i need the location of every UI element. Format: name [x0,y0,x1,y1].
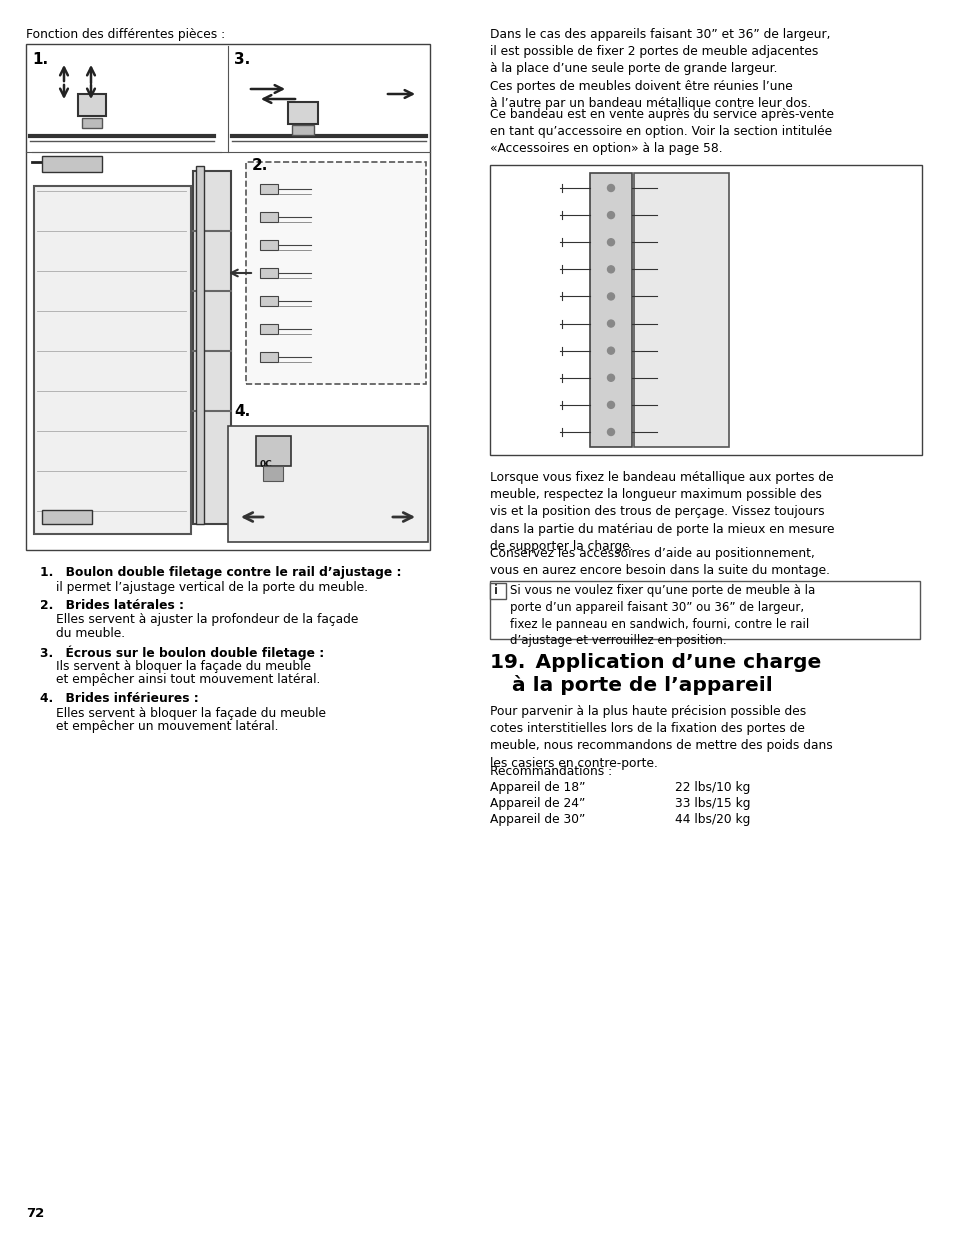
Text: 3. Écrous sur le boulon double filetage :: 3. Écrous sur le boulon double filetage … [40,646,324,659]
Text: 3.: 3. [233,52,250,67]
Text: Elles servent à ajuster la profondeur de la façade: Elles servent à ajuster la profondeur de… [56,614,358,626]
Text: Conservez les accessoires d’aide au positionnement,
vous en aurez encore besoin : Conservez les accessoires d’aide au posi… [490,547,829,577]
Text: Ce bandeau est en vente auprès du service après-vente
en tant qu’accessoire en o: Ce bandeau est en vente auprès du servic… [490,107,833,156]
Bar [42,510,91,524]
Bar [288,103,317,124]
Text: Recommandations :: Recommandations : [490,764,612,778]
Text: 72: 72 [26,1207,44,1220]
Bar [260,268,277,278]
Text: et empêcher ainsi tout mouvement latéral.: et empêcher ainsi tout mouvement latéral… [56,673,320,687]
Text: Dans le cas des appareils faisant 30” et 36” de largeur,
il est possible de fixe: Dans le cas des appareils faisant 30” et… [490,28,830,110]
Bar [634,173,728,447]
Text: 0C: 0C [260,459,273,469]
Text: Appareil de 18”: Appareil de 18” [490,781,585,794]
Text: 44 lbs/20 kg: 44 lbs/20 kg [675,813,750,826]
Text: il permet l’ajustage vertical de la porte du meuble.: il permet l’ajustage vertical de la port… [56,580,368,594]
Bar [589,173,631,447]
Text: Ils servent à bloquer la façade du meuble: Ils servent à bloquer la façade du meubl… [56,659,311,673]
Bar [260,296,277,306]
Text: et empêcher un mouvement latéral.: et empêcher un mouvement latéral. [56,720,278,734]
Bar [42,156,102,172]
Bar [195,165,204,524]
Bar [260,240,277,249]
Circle shape [607,211,614,219]
Circle shape [607,401,614,409]
Bar [228,426,428,542]
Text: Pour parvenir à la plus haute précision possible des
cotes interstitielles lors : Pour parvenir à la plus haute précision … [490,705,832,769]
Text: 1. Boulon double filetage contre le rail d’ajustage :: 1. Boulon double filetage contre le rail… [40,566,401,579]
Text: à la porte de l’appareil: à la porte de l’appareil [512,676,772,695]
Circle shape [607,429,614,436]
Text: 4. Brides inférieures :: 4. Brides inférieures : [40,692,198,705]
Bar [26,44,430,550]
Bar [260,212,277,222]
Bar [292,125,314,135]
Text: 19. Application d’une charge: 19. Application d’une charge [490,653,821,672]
Text: Si vous ne voulez fixer qu’une porte de meuble à la
porte d’un appareil faisant : Si vous ne voulez fixer qu’une porte de … [510,584,815,647]
Circle shape [607,347,614,354]
Bar [490,580,919,638]
Circle shape [607,374,614,382]
Text: 2.: 2. [252,158,268,173]
Bar [260,352,277,362]
Text: Appareil de 30”: Appareil de 30” [490,813,585,826]
Text: i: i [494,584,497,597]
Bar [34,186,191,534]
Text: 4.: 4. [233,404,250,419]
Text: 22 lbs/10 kg: 22 lbs/10 kg [675,781,750,794]
Bar [260,324,277,333]
Text: Appareil de 24”: Appareil de 24” [490,797,585,810]
Text: du meuble.: du meuble. [56,627,125,640]
Text: 2. Brides latérales :: 2. Brides latérales : [40,599,184,613]
Bar [490,583,505,599]
Bar [490,165,921,454]
Bar [82,119,102,128]
Circle shape [607,293,614,300]
Text: Elles servent à bloquer la façade du meuble: Elles servent à bloquer la façade du meu… [56,706,326,720]
Text: Lorsque vous fixez le bandeau métallique aux portes de
meuble, respectez la long: Lorsque vous fixez le bandeau métallique… [490,471,834,553]
Circle shape [607,320,614,327]
Text: 33 lbs/15 kg: 33 lbs/15 kg [675,797,750,810]
Bar [260,184,277,194]
Bar [263,466,283,480]
Circle shape [607,238,614,246]
Bar [246,162,426,384]
Circle shape [607,184,614,191]
Circle shape [607,266,614,273]
Bar [255,436,291,466]
Bar [193,170,231,524]
Text: 1.: 1. [32,52,48,67]
Text: Fonction des différentes pièces :: Fonction des différentes pièces : [26,28,225,41]
Bar [78,94,106,116]
